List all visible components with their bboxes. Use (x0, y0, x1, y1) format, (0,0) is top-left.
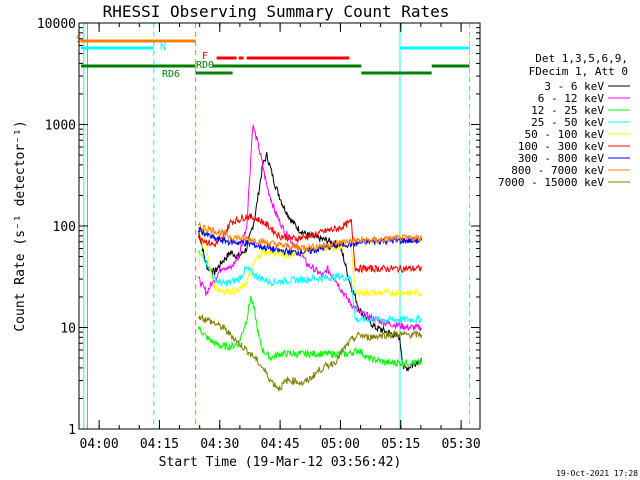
status-bar-n-0 (81, 46, 154, 50)
status-label-f: F (202, 51, 208, 62)
x-tick-label: 05:15 (381, 437, 420, 452)
status-bar-f-0 (216, 56, 237, 60)
legend-label: 800 - 7000 keV (511, 164, 604, 177)
series-line-1 (198, 124, 423, 332)
vertical-markers (83, 23, 471, 429)
y-axis-label: Count Rate (s⁻¹ detector⁻¹) (13, 120, 28, 331)
y-tick-label: 10000 (37, 17, 76, 32)
legend: Det 1,3,5,6,9,FDecim 1, Att 0 3 - 6 keV6 … (498, 52, 630, 189)
x-tick-label: 05:00 (321, 437, 360, 452)
legend-label: 25 - 50 keV (531, 116, 604, 129)
series-line-2 (198, 295, 423, 368)
x-axis-label: Start Time (19-Mar-12 03:56:42) (159, 455, 402, 470)
timestamp: 19-Oct-2021 17:28 (556, 469, 638, 478)
status-bar-rd0-1 (212, 64, 362, 68)
x-tick-label: 04:15 (140, 437, 179, 452)
status-bar-rd6-0 (195, 71, 233, 75)
legend-label: 6 - 12 keV (538, 92, 605, 105)
legend-label: 12 - 25 keV (531, 104, 604, 117)
legend-label: 300 - 800 keV (518, 152, 604, 165)
series-line-8 (198, 313, 423, 392)
x-tick-label: 04:00 (80, 437, 119, 452)
status-bar-s-0 (81, 39, 196, 43)
x-tick-label: 04:30 (200, 437, 239, 452)
legend-label: 100 - 300 keV (518, 140, 604, 153)
status-bar-f-2 (246, 56, 350, 60)
y-tick-label: 10 (60, 322, 76, 337)
legend-label: 50 - 100 keV (525, 128, 605, 141)
status-bar-f-1 (238, 56, 244, 60)
y-tick-label: 100 (53, 220, 76, 235)
y-tick-label: 1000 (45, 119, 76, 134)
status-label-rd0: RD0 (196, 60, 214, 71)
series-line-3 (198, 249, 423, 325)
chart-title: RHESSI Observing Summary Count Rates (103, 2, 450, 21)
axes: 1 10 100 1000 10000 04:00 04:15 04:30 04:45 05:00… (37, 17, 481, 452)
legend-label: 7000 - 15000 keV (498, 176, 604, 189)
series-line-7 (198, 220, 423, 253)
status-label-rd6: RD6 (162, 69, 180, 80)
series-layer (198, 124, 423, 392)
y-tick-label: 1 (68, 423, 76, 438)
legend-header: Det 1,3,5,6,9, (535, 52, 628, 65)
x-tick-label: 04:45 (261, 437, 300, 452)
status-bar-n-1 (400, 46, 470, 50)
legend-label: 3 - 6 keV (544, 80, 604, 93)
legend-header: FDecim 1, Att 0 (529, 65, 628, 78)
status-label-n: N (160, 42, 166, 53)
status-bar-rd6-1 (361, 71, 432, 75)
series-line-5 (198, 213, 423, 274)
status-bar-rd0-0 (81, 64, 196, 68)
status-bar-rd0-2 (431, 64, 470, 68)
x-tick-label: 05:30 (442, 437, 481, 452)
